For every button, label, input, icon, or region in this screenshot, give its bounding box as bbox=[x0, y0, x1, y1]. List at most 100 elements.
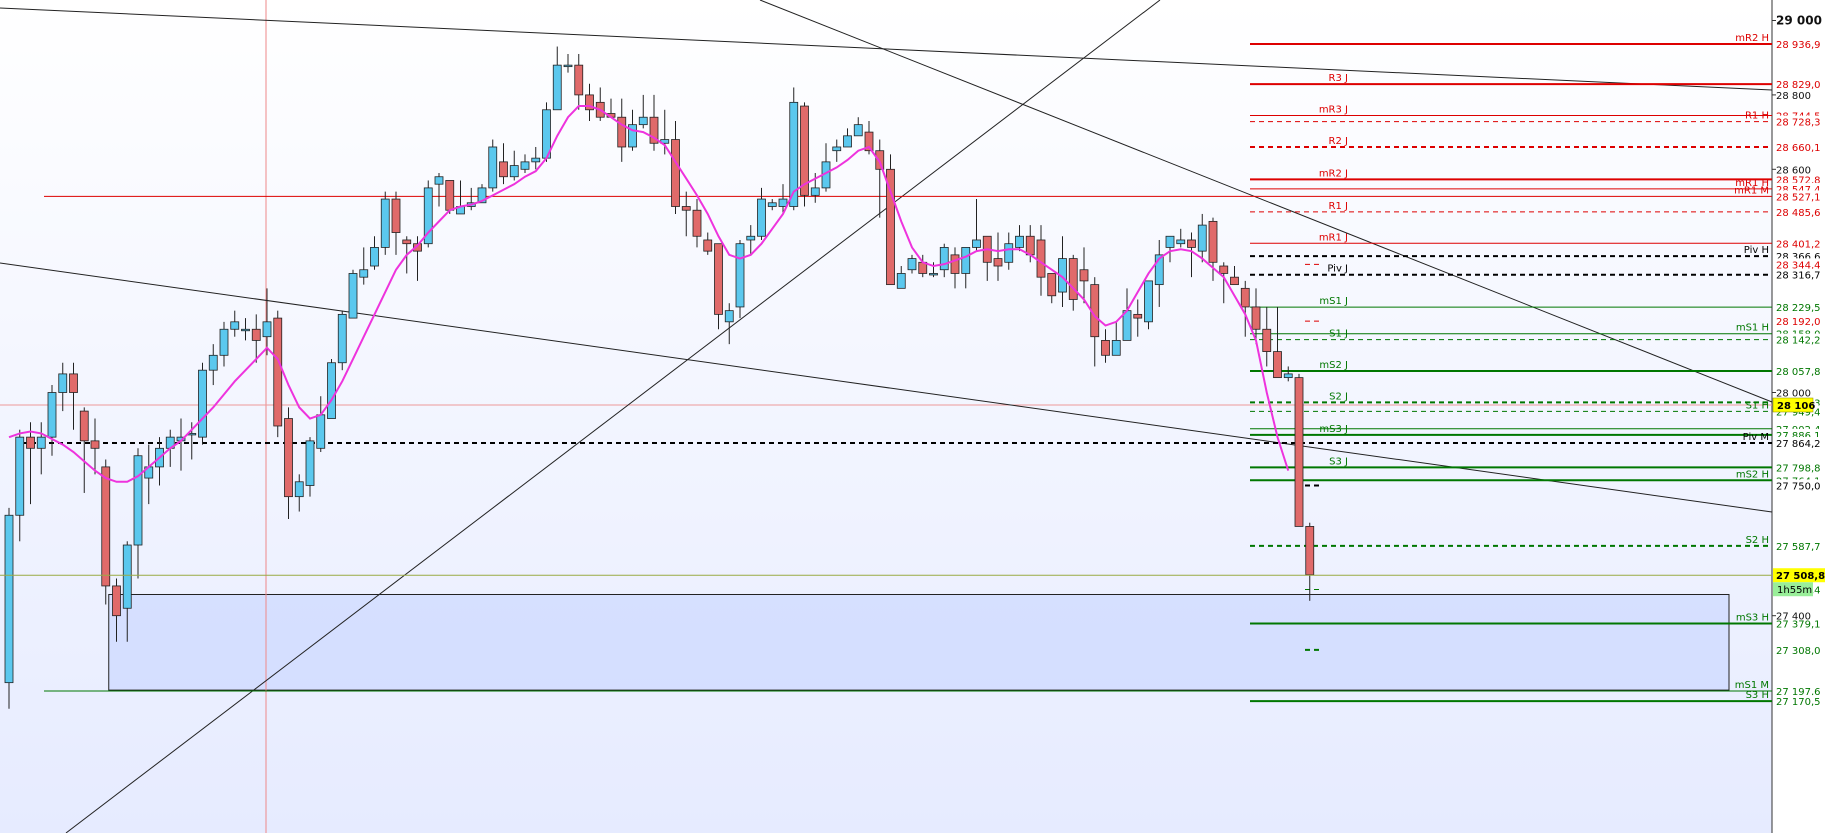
price-level-label: R1 H bbox=[1745, 111, 1769, 122]
candle-body bbox=[327, 362, 336, 419]
trendline-ascending-support bbox=[65, 0, 1161, 833]
candle-body bbox=[101, 466, 111, 587]
price-tag-value: 28 936,9 bbox=[1776, 40, 1821, 51]
candle-body bbox=[337, 313, 347, 364]
price-axis-tick-label: 28 000 bbox=[1776, 389, 1811, 400]
candle-body bbox=[1111, 340, 1121, 356]
price-tag-value: 28 401,2 bbox=[1776, 239, 1821, 250]
candle-body bbox=[445, 180, 455, 211]
price-level-label: mR2 H bbox=[1735, 33, 1769, 44]
candle-body bbox=[832, 146, 842, 152]
candle-body bbox=[47, 392, 57, 438]
current-price-value: 27 508,8 bbox=[1776, 571, 1825, 582]
candle-body bbox=[413, 243, 422, 252]
price-tag-value: 28 547,4 bbox=[1776, 185, 1821, 196]
price-axis-tick-label: 28 600 bbox=[1776, 165, 1811, 176]
price-level-label: R3 J bbox=[1329, 73, 1348, 84]
price-tag-bg bbox=[1773, 190, 1825, 203]
candle-body bbox=[886, 168, 895, 286]
price-tag-bg bbox=[1773, 140, 1825, 153]
price-tag-value: 28 485,6 bbox=[1776, 208, 1821, 219]
price-tag-bg bbox=[1773, 539, 1825, 552]
candle-body bbox=[617, 116, 627, 148]
price-level-label: mS3 J bbox=[1319, 424, 1348, 435]
price-level-label: S2 H bbox=[1746, 535, 1769, 546]
price-tag-bg bbox=[1773, 205, 1825, 218]
price-level-label: R1 J bbox=[1329, 201, 1348, 212]
candle-body bbox=[1165, 235, 1175, 248]
candle-body bbox=[714, 243, 723, 315]
price-level-label: S1 H bbox=[1746, 400, 1769, 411]
candle-body bbox=[36, 436, 46, 449]
price-level-label: mR1 H bbox=[1735, 178, 1769, 189]
price-level-label: S3 H bbox=[1746, 690, 1769, 701]
price-tag-value: 27 886,1 bbox=[1776, 431, 1821, 442]
candle-body bbox=[531, 157, 541, 163]
candle-body bbox=[1101, 340, 1110, 356]
price-tag-value: 28 229,5 bbox=[1776, 303, 1821, 314]
candle-body bbox=[1004, 243, 1014, 263]
candle-body bbox=[800, 105, 809, 196]
candle-body bbox=[1262, 328, 1272, 352]
candle-body bbox=[359, 269, 369, 278]
price-tag-bg bbox=[1773, 173, 1825, 186]
price-tag-bg bbox=[1773, 479, 1825, 492]
price-axis-tick-label: 29 000 bbox=[1776, 14, 1822, 28]
candle-body bbox=[488, 146, 498, 189]
candle-body bbox=[1219, 265, 1229, 274]
crosshair-price-tag bbox=[1772, 397, 1814, 413]
candle-body bbox=[735, 243, 745, 308]
price-tag-value: 27 170,5 bbox=[1776, 697, 1821, 708]
candle-body bbox=[1283, 373, 1293, 379]
candle-body bbox=[907, 258, 917, 271]
price-tag-bg bbox=[1773, 364, 1825, 377]
candle-body bbox=[370, 247, 379, 267]
candle-body bbox=[90, 440, 100, 449]
price-tag-value: 27 798,8 bbox=[1776, 463, 1821, 474]
price-tag-bg bbox=[1773, 437, 1825, 450]
candle-body bbox=[1079, 269, 1089, 282]
price-tag-bg bbox=[1773, 461, 1825, 474]
price-level-label: mR3 J bbox=[1319, 105, 1348, 116]
price-level-label: R2 J bbox=[1329, 136, 1348, 147]
candle-body bbox=[972, 239, 981, 248]
candle-body bbox=[875, 150, 885, 170]
candle-body bbox=[1240, 287, 1250, 308]
candle-body bbox=[950, 254, 960, 274]
timeframe-label: 1h55m bbox=[1777, 585, 1812, 596]
price-level-label: mR1 M bbox=[1734, 185, 1769, 196]
candle-body bbox=[692, 209, 702, 237]
price-tag-value: 28 572,8 bbox=[1776, 175, 1821, 186]
candle-body bbox=[810, 187, 820, 196]
candle-body bbox=[1251, 306, 1261, 330]
candle-body bbox=[251, 328, 261, 341]
price-tag-value: 27 197,6 bbox=[1776, 687, 1821, 698]
candle-body bbox=[929, 273, 938, 276]
price-level-label: S3 J bbox=[1329, 456, 1348, 467]
candle-body bbox=[563, 64, 573, 68]
price-tag-value: 27 750,0 bbox=[1776, 482, 1821, 493]
candle-body bbox=[1197, 224, 1207, 252]
candle-body bbox=[628, 124, 637, 148]
candle-body bbox=[1305, 526, 1315, 576]
candle-body bbox=[1036, 239, 1046, 278]
candle-body bbox=[402, 239, 412, 245]
crosshair-price-value: 28 106 bbox=[1777, 401, 1815, 412]
candle-body bbox=[939, 247, 949, 271]
trendline-descending-channel bbox=[759, 0, 1773, 403]
price-tag-value: 28 344,4 bbox=[1776, 260, 1821, 271]
candle-body bbox=[896, 273, 906, 289]
price-tag-value: 27 379,1 bbox=[1776, 619, 1821, 630]
candle-body bbox=[789, 101, 799, 207]
candle-body bbox=[574, 64, 584, 96]
candle-body bbox=[1144, 280, 1153, 323]
candle-body bbox=[1294, 377, 1304, 527]
candle-body bbox=[198, 369, 207, 438]
candle-body bbox=[316, 414, 326, 449]
candle-body bbox=[122, 544, 132, 609]
candle-body bbox=[993, 258, 1003, 267]
price-tag-bg bbox=[1773, 78, 1825, 91]
price-level-label: S2 J bbox=[1329, 391, 1348, 402]
candle-body bbox=[391, 198, 401, 233]
